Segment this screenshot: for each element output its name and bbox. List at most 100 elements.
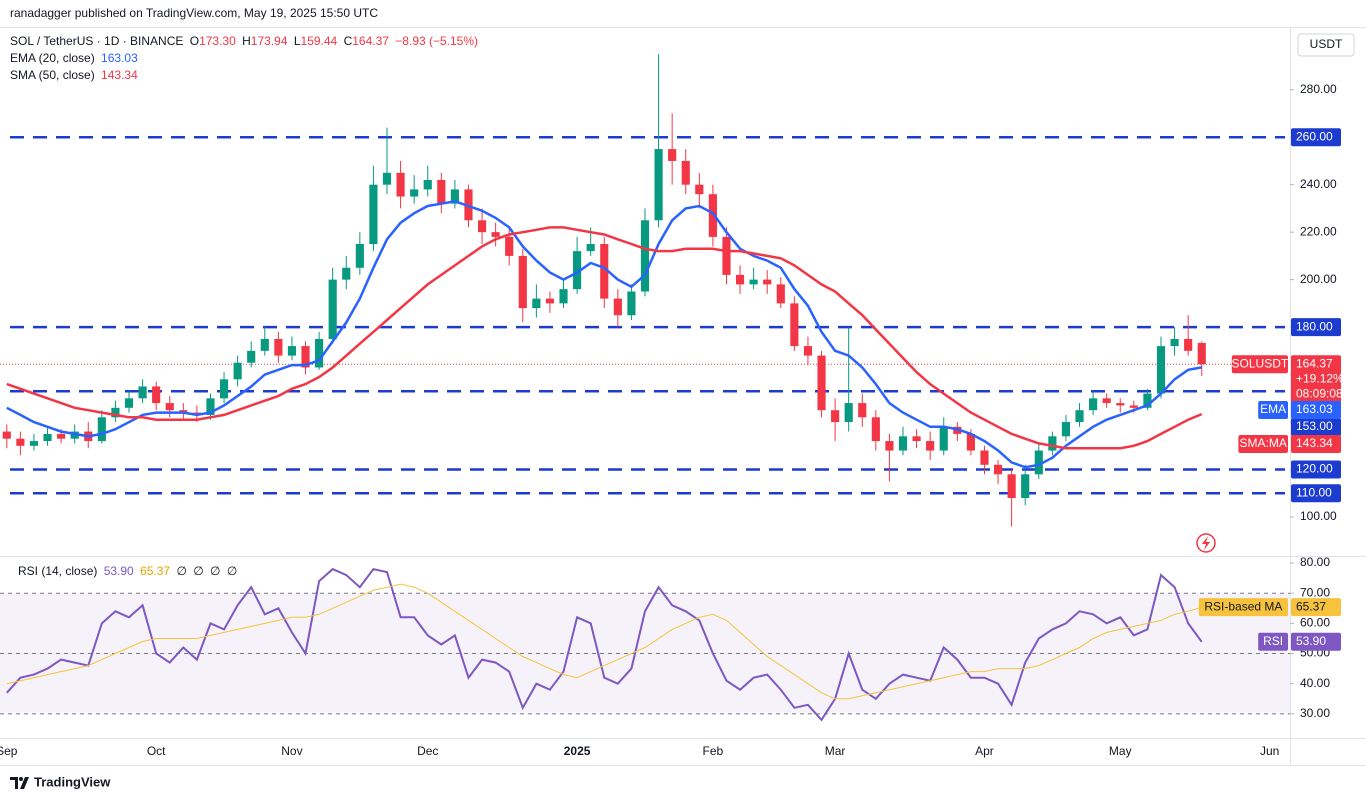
candle-body (1102, 398, 1111, 404)
candle-body (1021, 474, 1030, 499)
candle-body (803, 346, 813, 356)
x-tick-label: Oct (147, 744, 166, 758)
series-tag-label: EMA (1260, 402, 1286, 416)
x-tick-label: Apr (975, 744, 994, 758)
price-tag-label: 110.00 (1296, 485, 1332, 499)
indicator-name: EMA (20, close) (10, 51, 95, 65)
candle-body (315, 338, 324, 368)
candle-body (966, 433, 975, 451)
candle-body (722, 236, 731, 275)
price-tag (1291, 318, 1341, 337)
price-tag-label: 153.00 (1296, 419, 1333, 433)
candle-body (491, 232, 500, 237)
candle-body (57, 433, 66, 439)
y-tick-label: 280.00 (1300, 82, 1337, 96)
price-tag (1291, 632, 1341, 651)
indicator-name: SMA (50, close) (10, 68, 95, 82)
price-tag-label: 143.34 (1296, 436, 1333, 450)
candle-body (600, 244, 609, 299)
series-tag-label: RSI (1263, 634, 1283, 648)
indicator-line (6, 200, 1202, 469)
indicator-line (6, 226, 1203, 450)
candle-body (763, 279, 772, 285)
y-tick-label: 40.00 (1300, 676, 1330, 690)
price-tag (1291, 484, 1341, 503)
candle-body (695, 184, 704, 195)
indicator-extra: ∅ (176, 564, 187, 578)
candle-body (735, 274, 745, 285)
price-tag-label: 163.03 (1296, 402, 1333, 416)
quote-value: 159.44 (300, 34, 338, 48)
candle-body (274, 338, 283, 356)
currency-box[interactable] (1297, 33, 1355, 57)
candle-body (410, 189, 419, 197)
x-tick-label: Dec (417, 744, 438, 758)
price-tag (1291, 128, 1341, 147)
y-tick-label: 70.00 (1300, 585, 1330, 599)
series-tag (1238, 435, 1288, 453)
quote-value: 173.30 (199, 34, 236, 48)
series-tag (1198, 598, 1288, 617)
candle-body (885, 441, 894, 451)
candle-body (831, 410, 840, 423)
candle-body (505, 236, 514, 256)
candle-body (912, 436, 921, 442)
candle-body (586, 244, 595, 252)
price-tag-label: 65.37 (1296, 599, 1326, 613)
candle-body (2, 431, 11, 439)
candle-body (247, 350, 256, 363)
candle-body (1075, 410, 1084, 423)
x-tick-label: May (1109, 744, 1132, 758)
y-tick-label: 80.00 (1300, 555, 1330, 569)
series-tag-label: SMA:MA (1240, 436, 1287, 450)
legend-row: EMA (20, close) 163.03 (10, 50, 481, 67)
y-tick-label: 200.00 (1300, 272, 1337, 286)
series-tag-label: RSI-based MA (1204, 599, 1282, 613)
x-tick-label: Sep (0, 744, 18, 758)
quote-change: −8.93 (−5.15%) (395, 34, 479, 48)
series-tag (1258, 632, 1288, 651)
candle-body (1197, 343, 1206, 365)
candle-body (1184, 338, 1193, 351)
candle-body (382, 172, 392, 185)
candle-body (1061, 422, 1071, 437)
candle-body (980, 450, 989, 465)
candle-body (939, 426, 948, 451)
candle-body (640, 220, 650, 292)
candle-body (152, 386, 161, 404)
indicator-extra: ∅ (193, 564, 204, 578)
candle-body (573, 251, 582, 290)
candle-body (1156, 346, 1166, 394)
candle-body (206, 398, 215, 415)
price-tag-label: 120.00 (1296, 462, 1333, 476)
legend-row: SMA (50, close) 143.34 (10, 67, 481, 84)
price-legend: SOL / TetherUS · 1D · BINANCE O173.30 H1… (10, 33, 481, 84)
indicator-value: 53.90 (103, 564, 134, 578)
y-tick-label: 220.00 (1300, 224, 1337, 238)
candle-body (844, 403, 853, 423)
currency: USDT (1310, 37, 1343, 51)
logo[interactable] (10, 777, 29, 789)
y-tick-label: 100.00 (1300, 509, 1337, 523)
x-tick-label: Feb (703, 744, 724, 758)
candle-body (165, 403, 174, 411)
candle-body (1170, 338, 1179, 347)
candle-body (871, 417, 880, 442)
candle-body (260, 338, 269, 351)
series-tag (1258, 401, 1288, 419)
candle-body (817, 355, 826, 411)
candle-body (97, 417, 106, 442)
price-tag (1291, 355, 1341, 404)
flash-icon[interactable] (1196, 533, 1216, 553)
candle-body (16, 438, 25, 446)
candle-body (708, 194, 717, 237)
candle-body (396, 172, 405, 197)
x-tick-label: Jun (1260, 744, 1279, 758)
candle-body (369, 184, 378, 245)
quote-value: 164.37 (352, 34, 389, 48)
price-tag (1291, 418, 1341, 436)
legend-row: SOL / TetherUS · 1D · BINANCE O173.30 H1… (10, 33, 481, 50)
indicator-value: 163.03 (101, 51, 138, 65)
candle-body (477, 220, 487, 233)
